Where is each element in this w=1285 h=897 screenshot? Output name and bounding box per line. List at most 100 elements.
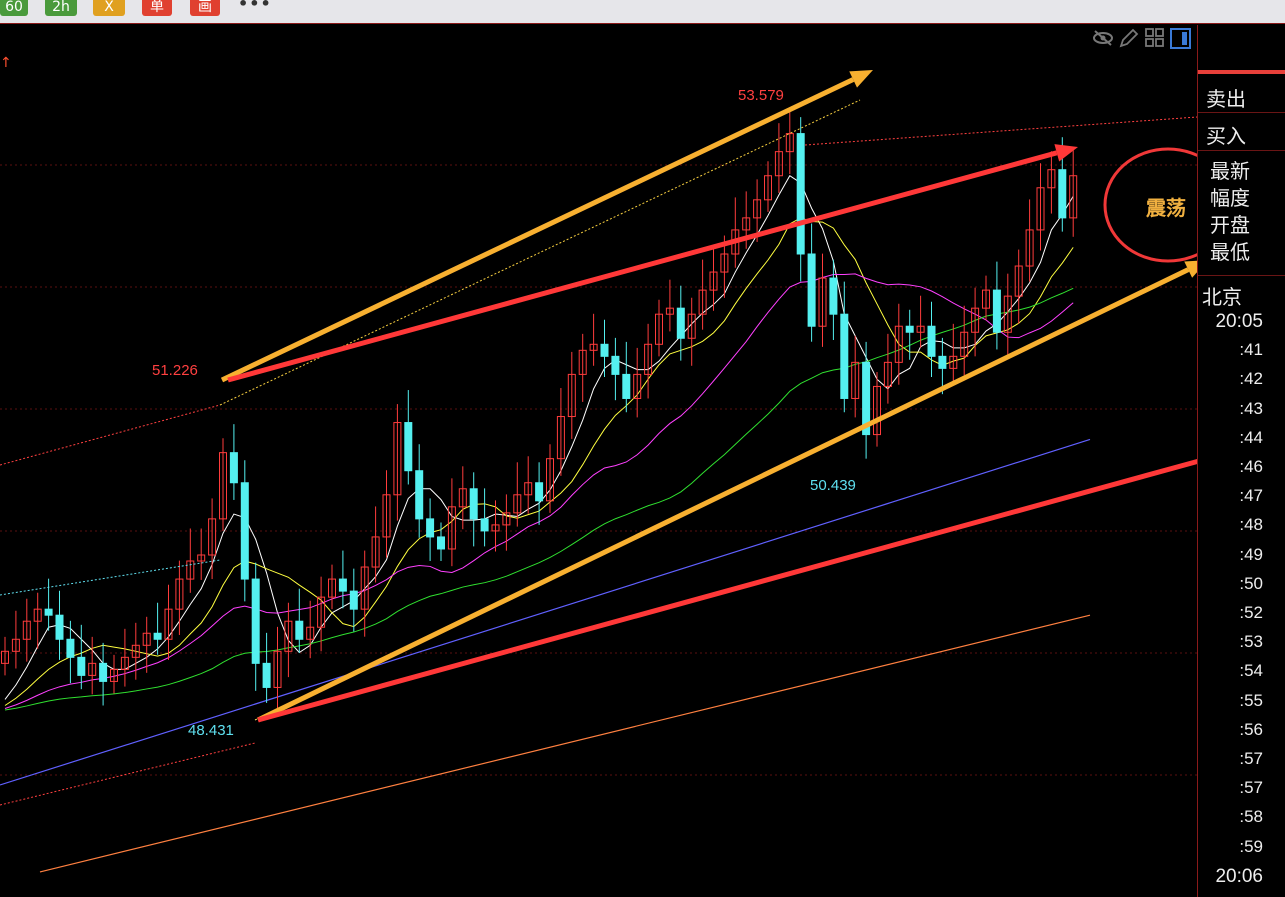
period-60-button[interactable]: 60 [0, 0, 28, 16]
divider [1198, 112, 1285, 113]
arrow-head [1054, 144, 1078, 162]
candle-body [905, 325, 914, 333]
candle-body [567, 373, 576, 418]
candle-body [851, 361, 860, 399]
arrow-head [849, 70, 873, 88]
x-button[interactable]: X [93, 0, 125, 16]
candle-body [11, 638, 20, 652]
candle-body [349, 590, 358, 610]
accent-bar [1198, 70, 1285, 74]
candle-body [971, 307, 980, 333]
candle-body [77, 656, 86, 676]
candle-body [284, 620, 293, 652]
draw-button[interactable]: 画 [190, 0, 220, 16]
divider [1198, 275, 1285, 276]
candle-body [916, 325, 925, 333]
candle-body [44, 608, 53, 616]
time-tick: :48 [1239, 515, 1263, 535]
time-tick: :46 [1239, 457, 1263, 476]
candle-body [982, 289, 990, 309]
candle-body [960, 331, 969, 357]
candle-body [153, 632, 162, 640]
time-tick: :42 [1239, 369, 1263, 389]
candle-body [328, 578, 336, 598]
pencil-icon[interactable] [1118, 28, 1140, 48]
candle-body [676, 307, 685, 339]
candle-body [273, 650, 282, 688]
time-tick: :59 [1239, 836, 1263, 856]
candle-body [164, 608, 173, 640]
divider [1198, 150, 1285, 151]
candle-body [240, 482, 249, 580]
chart-tools [1092, 28, 1192, 50]
trend-line [0, 742, 256, 806]
candle-body [437, 536, 445, 550]
quote-panel: 卖出 买入 最新 幅度 开盘 最低 北京 20:05:41:42:43:44:4… [1197, 25, 1285, 897]
candle-body [317, 596, 326, 628]
price-annotation: 48.431 [188, 722, 234, 739]
candle-body [360, 566, 369, 610]
time-tick: 20:05 [1215, 311, 1263, 332]
candle-body [88, 662, 97, 676]
candle-body [142, 632, 151, 646]
time-tick: :44 [1239, 427, 1263, 447]
candle-body [447, 506, 456, 550]
time-tick: :55 [1239, 690, 1263, 710]
toolbar: 60 2h X 单 画 ••• [0, 0, 1285, 24]
candle-body [753, 199, 762, 219]
candle-body [742, 217, 751, 231]
order-button[interactable]: 单 [142, 0, 172, 16]
time-tick: :56 [1239, 719, 1263, 739]
candle-body [502, 512, 511, 526]
candle-body [295, 620, 304, 640]
candle-body [546, 458, 554, 502]
candle-body [262, 662, 271, 688]
arrow-shaft [257, 458, 1197, 723]
candle-body [33, 608, 42, 622]
oscillation-label: 震荡 [1146, 196, 1186, 220]
candle-body [393, 422, 402, 496]
candle-body [197, 554, 206, 562]
candle-body [949, 355, 958, 369]
arrow-shaft [256, 267, 1190, 723]
trend-line [0, 559, 221, 596]
candle-body [611, 355, 620, 375]
candle-body [535, 482, 544, 502]
eye-hidden-icon[interactable] [1092, 28, 1114, 48]
candle-body [66, 638, 75, 658]
candle-body [873, 385, 881, 436]
candle-body [524, 482, 533, 496]
trend-line [804, 116, 1197, 146]
time-tick: :49 [1239, 544, 1263, 564]
candle-body [1014, 265, 1023, 297]
candle-body [186, 560, 195, 580]
period-2h-button[interactable]: 2h [45, 0, 77, 16]
candle-body [578, 349, 587, 375]
time-tick: :57 [1239, 778, 1263, 798]
panel-toggle-icon[interactable] [1170, 28, 1192, 50]
candle-body [687, 313, 696, 339]
candle-body [1047, 169, 1056, 189]
candle-body [992, 289, 1001, 333]
buy-label: 买入 [1206, 124, 1246, 148]
candle-body [469, 488, 478, 520]
candle-body [862, 361, 871, 436]
candle-body [644, 343, 653, 375]
latest-label: 最新 [1210, 159, 1250, 183]
candle-body [426, 518, 435, 538]
more-button[interactable]: ••• [238, 0, 272, 13]
time-tick: :50 [1239, 573, 1263, 593]
time-tick: :57 [1239, 749, 1263, 768]
candle-body [1003, 295, 1012, 333]
grid-icon[interactable] [1144, 28, 1166, 48]
candle-body [415, 470, 424, 520]
candle-body [306, 626, 315, 640]
candle-body [513, 494, 522, 514]
candle-body [818, 277, 827, 327]
candle-body [829, 277, 838, 315]
candle-body [219, 452, 227, 520]
candle-body [371, 536, 380, 568]
candle-body [785, 133, 794, 153]
candle-body [655, 313, 663, 345]
candlestick-chart: 53.579 51.226 48.431 50.439 ↑ [0, 55, 1197, 873]
